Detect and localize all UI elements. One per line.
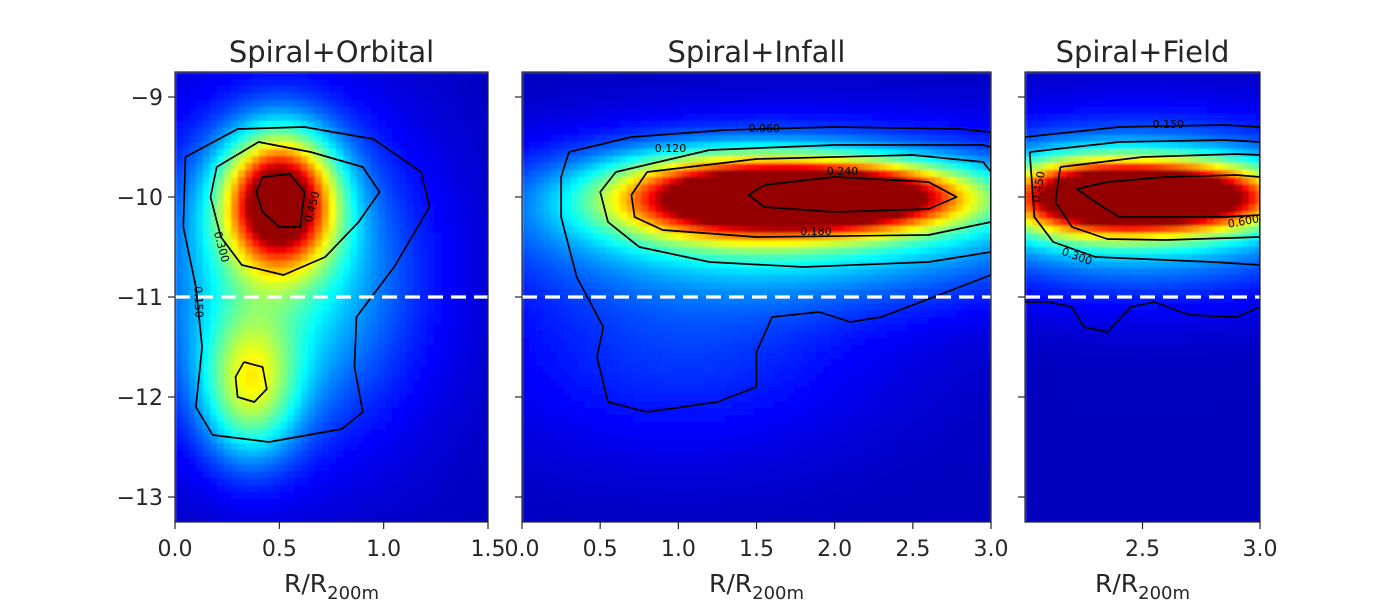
x-axis-label: R/R200m [709,569,804,600]
contour-line [560,126,991,413]
x-tick-label: 1.5 [739,537,774,562]
x-axis-label-main: R/R [709,569,752,598]
x-axis-label-sub: 200m [1138,583,1190,600]
contour-label: 0.150 [191,286,205,318]
x-axis-label: R/R200m [284,569,379,600]
x-axis-label-sub: 200m [752,583,804,600]
contour-line [209,141,381,276]
x-axis-label: R/R200m [1095,569,1190,600]
contour-line [255,173,306,228]
heatmap-2: 0.060 0.120 0.240 0.180 [522,72,991,522]
contour-line [182,126,431,443]
panel-2: 0.060 0.120 0.240 0.180 Spiral+Infall 0.0 0.5 1… [505,35,1009,600]
y-tick-label: −10 [117,186,163,211]
y-tick-label: −9 [131,86,163,111]
x-tick-label: 0.5 [583,537,618,562]
contour-label: 0.060 [749,122,781,135]
contour-line [1025,124,1260,333]
x-tick-label: 0.0 [158,537,193,562]
contour-label: 0.600 [1227,212,1260,230]
x-axis-label-main: R/R [284,569,327,598]
contour-line [1076,174,1260,218]
contour-line [234,361,268,403]
panel-title: Spiral+Infall [668,35,846,69]
y-tick-label: −11 [117,286,163,311]
x-tick-label: 3.0 [1243,537,1278,562]
contour-line [747,176,958,213]
x-tick-label: 3.0 [974,537,1009,562]
y-tick-label: −13 [117,486,163,511]
contour-label: 0.180 [800,225,832,238]
x-tick-label: 2.5 [895,537,930,562]
panel-title: Spiral+Orbital [229,35,434,69]
x-tick-label: 1.0 [366,537,401,562]
panel-title: Spiral+Field [1056,35,1230,69]
contour-label: 0.150 [1153,118,1185,131]
y-tick-label: −12 [117,386,163,411]
contour-label: 0.120 [655,142,687,155]
x-axis-label-main: R/R [1095,569,1138,598]
contour-line [1028,139,1260,266]
x-tick-label: 0.5 [262,537,297,562]
x-tick-label: 0.0 [505,537,540,562]
x-tick-label: 2.5 [1125,537,1160,562]
x-tick-label: 1.5 [471,537,506,562]
contour-label: 0.240 [827,165,859,178]
x-tick-label: 2.0 [817,537,852,562]
contour-line [1054,153,1260,241]
x-tick-label: 1.0 [661,537,696,562]
contour-line [599,144,991,268]
contour-line [630,154,991,238]
x-axis-label-sub: 200m [327,583,379,600]
contour-label: 0.450 [1029,170,1047,203]
